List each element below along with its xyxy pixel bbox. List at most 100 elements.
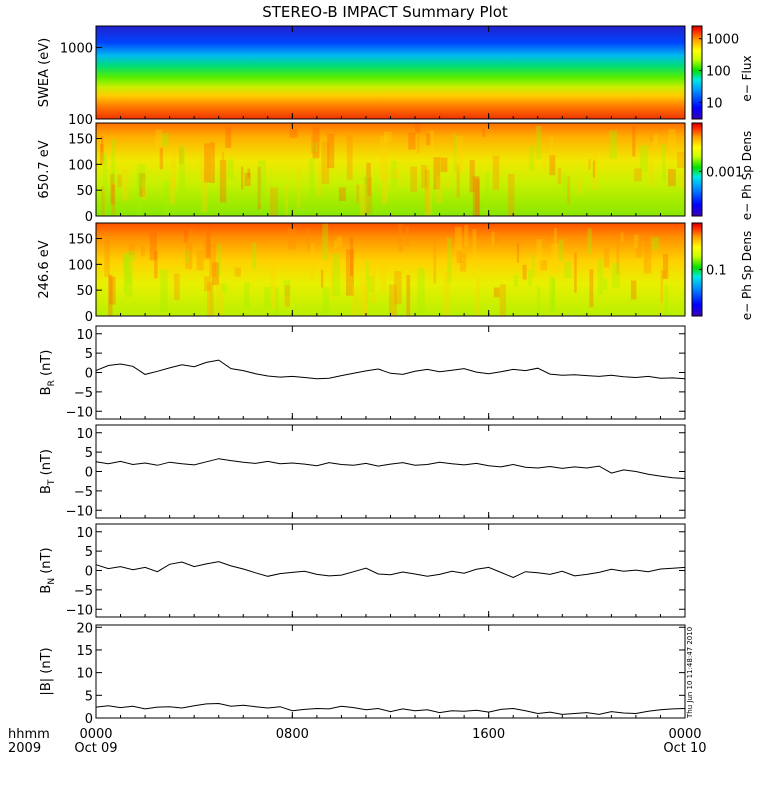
texture-stripe xyxy=(337,236,343,247)
texture-stripe xyxy=(206,287,210,316)
texture-stripe xyxy=(433,236,437,284)
texture-stripe xyxy=(209,243,217,277)
y-tick-label: 100 xyxy=(68,258,93,273)
texture-stripe xyxy=(632,126,636,157)
texture-stripe xyxy=(433,157,441,190)
y-tick-label: 15 xyxy=(76,644,93,659)
y-axis-label: BR (nT) xyxy=(39,350,57,396)
texture-stripe xyxy=(227,159,234,179)
texture-stripe xyxy=(312,127,320,159)
texture-stripe xyxy=(199,158,204,181)
texture-stripe xyxy=(142,180,147,200)
texture-stripe xyxy=(424,186,432,216)
texture-stripe xyxy=(577,179,583,196)
texture-stripe xyxy=(633,234,639,248)
texture-stripe xyxy=(380,263,387,294)
texture-stripe xyxy=(204,143,211,183)
texture-stripe xyxy=(126,270,132,284)
texture-stripe xyxy=(210,142,215,183)
texture-stripe xyxy=(562,174,567,192)
texture-stripe xyxy=(203,231,212,260)
texture-stripe xyxy=(139,173,146,197)
texture-stripe xyxy=(257,166,261,210)
texture-stripe xyxy=(426,133,431,146)
texture-stripe xyxy=(612,262,620,288)
texture-stripe xyxy=(558,239,564,262)
y-tick-label: 10 xyxy=(76,526,93,541)
texture-stripe xyxy=(123,254,127,294)
colorbar-0 xyxy=(691,25,703,120)
y-axis-label: 650.7 eV xyxy=(37,140,52,198)
y-axis-label: SWEA (eV) xyxy=(37,38,52,107)
texture-stripe xyxy=(609,130,618,160)
texture-stripe xyxy=(270,187,278,216)
texture-stripe xyxy=(384,131,392,143)
y-tick-label: 0 xyxy=(85,210,93,225)
y-tick-label: 10 xyxy=(76,328,93,343)
texture-stripe xyxy=(507,173,515,216)
texture-stripe xyxy=(528,269,532,286)
texture-stripe xyxy=(186,250,190,263)
texture-stripe xyxy=(196,250,204,271)
texture-stripe xyxy=(652,134,659,150)
texture-stripe xyxy=(207,282,214,316)
texture-stripe xyxy=(536,239,543,275)
texture-stripe xyxy=(472,176,480,216)
texture-stripe xyxy=(492,155,500,190)
y-tick-label: 0 xyxy=(85,466,93,481)
texture-stripe xyxy=(160,269,168,313)
texture-stripe xyxy=(391,169,400,179)
texture-stripe xyxy=(173,273,180,301)
texture-stripe xyxy=(406,275,411,316)
texture-stripe xyxy=(321,141,330,185)
texture-stripe xyxy=(101,136,104,152)
texture-stripe xyxy=(475,278,480,316)
texture-stripe xyxy=(251,243,257,269)
texture-stripe xyxy=(455,226,462,266)
y-tick-label: 5 xyxy=(85,446,93,461)
texture-stripe xyxy=(359,278,367,316)
panel-frame-3 xyxy=(95,325,686,420)
texture-stripe xyxy=(244,282,250,308)
y-tick-label: −10 xyxy=(66,405,93,420)
texture-stripe xyxy=(284,185,289,216)
texture-stripe xyxy=(394,271,402,305)
y-axis-label: BT (nT) xyxy=(39,449,57,494)
texture-stripe xyxy=(589,269,594,308)
texture-stripe xyxy=(564,261,572,278)
y-tick-label: 0 xyxy=(85,310,93,325)
texture-stripe xyxy=(179,145,185,193)
texture-stripe xyxy=(513,275,518,287)
colorbar-label: e− Ph Sp Dens xyxy=(740,231,754,320)
texture-stripe xyxy=(469,160,475,193)
texture-stripe xyxy=(289,128,298,138)
texture-stripe xyxy=(159,147,164,170)
texture-stripe xyxy=(154,250,158,279)
colorbar-tick-label: 10 xyxy=(706,96,723,111)
texture-stripe xyxy=(522,264,527,280)
texture-stripe xyxy=(551,278,556,311)
texture-stripe xyxy=(528,145,534,171)
texture-stripe xyxy=(216,283,224,316)
texture-stripe xyxy=(574,252,577,293)
texture-stripe xyxy=(588,159,591,170)
texture-stripe xyxy=(201,170,208,213)
texture-stripe xyxy=(417,268,425,314)
x-axis-row1-label: hhmm xyxy=(8,727,50,742)
x-axis-row2-label: 2009 xyxy=(8,741,41,756)
panel-frame-6 xyxy=(95,624,686,719)
texture-stripe xyxy=(443,271,450,316)
texture-stripe xyxy=(104,231,110,277)
y-tick-label: 100 xyxy=(68,113,93,128)
texture-stripe xyxy=(587,228,592,255)
texture-stripe xyxy=(108,274,113,316)
texture-stripe xyxy=(557,167,562,185)
texture-stripe xyxy=(308,158,315,206)
y-tick-label: 150 xyxy=(68,233,93,248)
texture-stripe xyxy=(368,276,375,293)
texture-stripe xyxy=(364,177,373,214)
x-tick-label-date: Oct 10 xyxy=(663,741,706,756)
texture-stripe xyxy=(370,265,376,303)
texture-stripe xyxy=(211,262,220,286)
